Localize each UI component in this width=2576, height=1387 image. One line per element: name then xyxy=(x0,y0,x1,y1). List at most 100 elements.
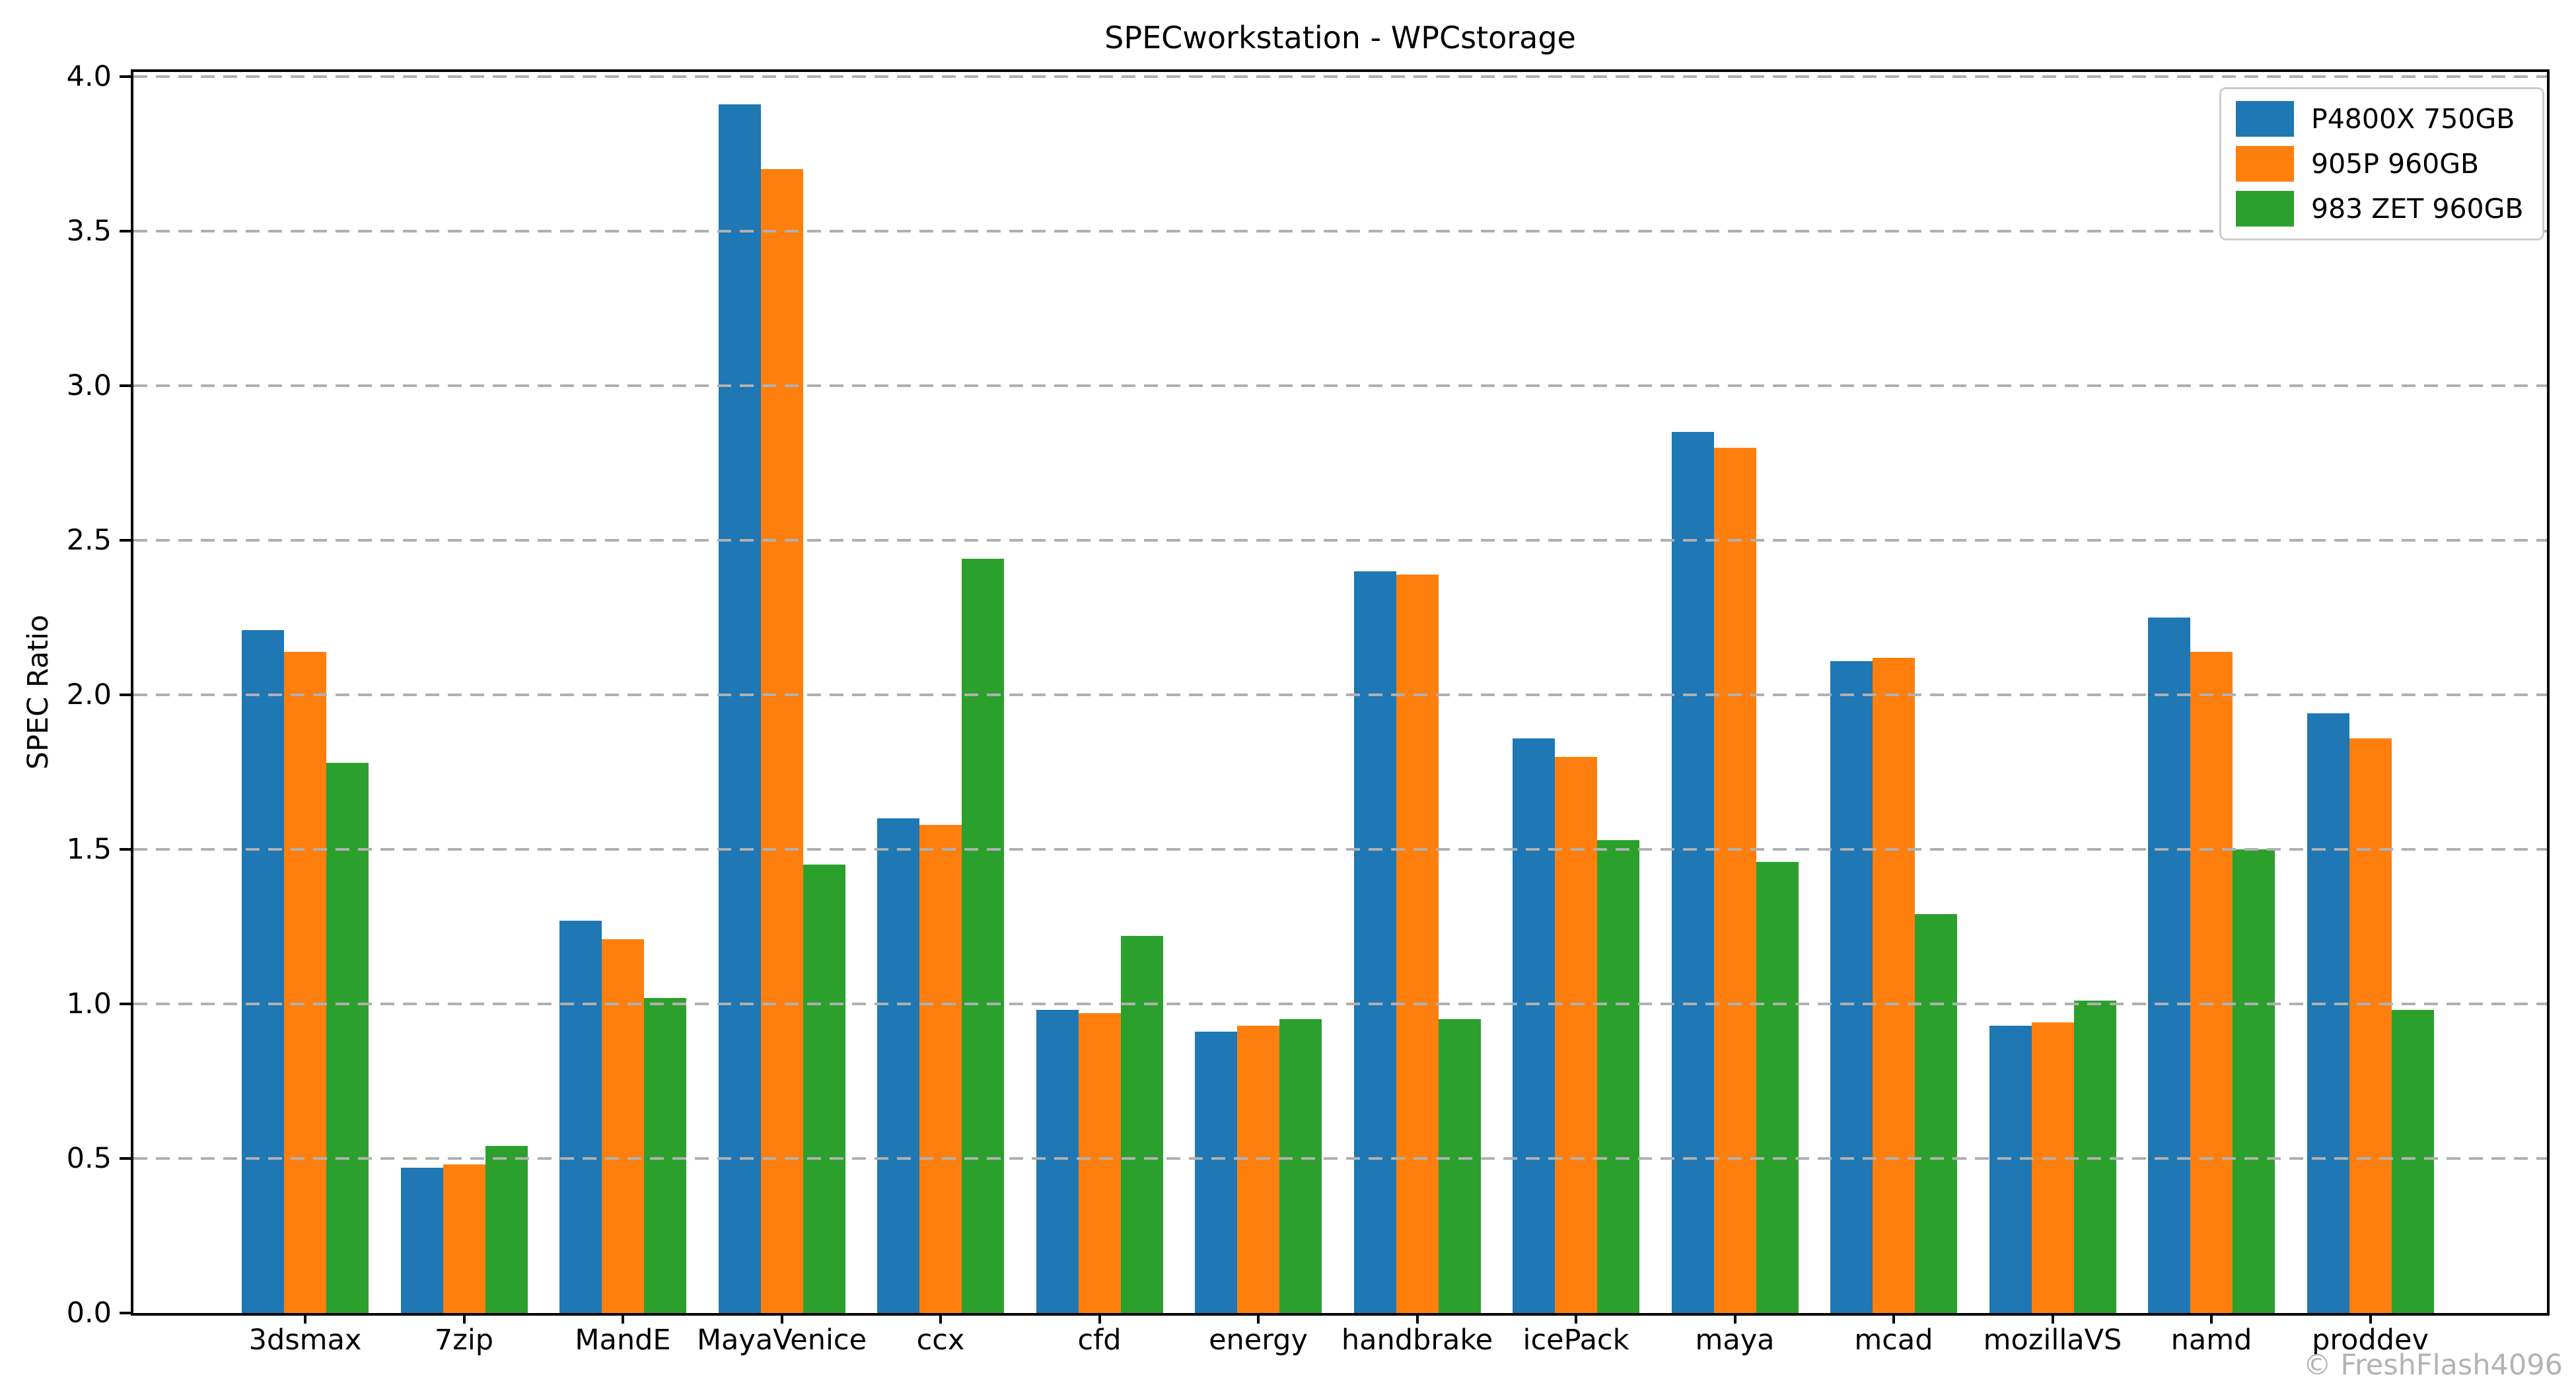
bar-983-zet-960gb-ccx xyxy=(962,559,1004,1313)
x-tick-7zip xyxy=(462,1313,466,1324)
y-tick-0.5 xyxy=(120,1157,131,1160)
bar-905p-960gb-energy xyxy=(1237,1025,1279,1313)
x-tick-label-maya: maya xyxy=(1695,1324,1775,1357)
x-tick-label-proddev: proddev xyxy=(2312,1324,2429,1357)
x-tick-label-mcad: mcad xyxy=(1854,1324,1933,1357)
bar-p4800x-750gb-namd xyxy=(2148,618,2190,1313)
bar-p4800x-750gb-energy xyxy=(1195,1032,1237,1313)
x-tick-mozillavs xyxy=(2051,1313,2054,1324)
y-tick-label-1.5: 1.5 xyxy=(66,833,112,866)
bar-905p-960gb-icepack xyxy=(1555,756,1597,1313)
bar-983-zet-960gb-maya xyxy=(1756,861,1799,1313)
x-tick-label-7zip: 7zip xyxy=(434,1324,494,1357)
bar-983-zet-960gb-proddev xyxy=(2391,1010,2434,1313)
y-tick-0.0 xyxy=(120,1312,131,1314)
bar-p4800x-750gb-mozillavs xyxy=(1989,1025,2032,1313)
x-tick-cfd xyxy=(1098,1313,1101,1324)
legend-item: 905P 960GB xyxy=(2236,146,2524,182)
x-tick-mande xyxy=(622,1313,624,1324)
legend-swatch xyxy=(2236,101,2294,137)
x-tick-icepack xyxy=(1575,1313,1577,1324)
bar-983-zet-960gb-handbrake xyxy=(1438,1019,1481,1313)
bar-905p-960gb-7zip xyxy=(443,1164,485,1313)
x-tick-label-mozillavs: mozillaVS xyxy=(1983,1324,2122,1357)
bar-p4800x-750gb-3dsmax xyxy=(242,629,284,1313)
bar-905p-960gb-3dsmax xyxy=(284,651,326,1313)
x-tick-label-mayavenice: MayaVenice xyxy=(696,1324,867,1357)
watermark: © FreshFlash4096 xyxy=(2303,1349,2563,1382)
y-tick-label-0.0: 0.0 xyxy=(66,1297,112,1330)
x-tick-maya xyxy=(1733,1313,1736,1324)
x-tick-label-3dsmax: 3dsmax xyxy=(248,1324,362,1357)
legend-item: P4800X 750GB xyxy=(2236,101,2524,137)
x-tick-proddev xyxy=(2369,1313,2372,1324)
bar-p4800x-750gb-7zip xyxy=(400,1168,443,1313)
gridline-2.0 xyxy=(133,694,2547,696)
x-tick-label-namd: namd xyxy=(2170,1324,2252,1357)
gridline-1.5 xyxy=(133,848,2547,851)
bar-905p-960gb-ccx xyxy=(919,824,962,1313)
bar-983-zet-960gb-namd xyxy=(2233,849,2275,1313)
gridline-2.5 xyxy=(133,539,2547,542)
legend-item: 983 ZET 960GB xyxy=(2236,191,2524,227)
x-tick-label-cfd: cfd xyxy=(1077,1324,1122,1357)
bar-983-zet-960gb-mande xyxy=(644,997,686,1313)
bar-p4800x-750gb-maya xyxy=(1671,432,1714,1313)
bar-983-zet-960gb-mcad xyxy=(1915,914,1957,1313)
y-tick-2.5 xyxy=(120,539,131,542)
legend-label: P4800X 750GB xyxy=(2311,103,2515,135)
bar-p4800x-750gb-icepack xyxy=(1513,738,1555,1313)
x-tick-namd xyxy=(2210,1313,2213,1324)
gridline-0.5 xyxy=(133,1157,2547,1160)
legend: P4800X 750GB 905P 960GB 983 ZET 960GB xyxy=(2219,87,2544,240)
bar-905p-960gb-proddev xyxy=(2349,738,2392,1313)
bar-905p-960gb-mcad xyxy=(1873,657,1915,1313)
x-tick-energy xyxy=(1257,1313,1260,1324)
y-tick-label-3.5: 3.5 xyxy=(66,215,112,248)
bar-p4800x-750gb-ccx xyxy=(877,818,919,1313)
x-tick-label-handbrake: handbrake xyxy=(1341,1324,1493,1357)
x-tick-mayavenice xyxy=(780,1313,783,1324)
bar-p4800x-750gb-mayavenice xyxy=(718,104,761,1313)
gridline-1.0 xyxy=(133,1003,2547,1005)
bar-983-zet-960gb-7zip xyxy=(485,1146,528,1313)
gridline-3.0 xyxy=(133,384,2547,387)
bar-905p-960gb-cfd xyxy=(1078,1013,1121,1313)
bar-983-zet-960gb-icepack xyxy=(1597,839,1639,1313)
legend-swatch xyxy=(2236,146,2294,182)
legend-label: 983 ZET 960GB xyxy=(2311,193,2524,225)
y-tick-label-3.0: 3.0 xyxy=(66,369,112,402)
bar-983-zet-960gb-3dsmax xyxy=(326,762,369,1313)
legend-label: 905P 960GB xyxy=(2311,148,2480,180)
bar-983-zet-960gb-energy xyxy=(1279,1019,1322,1313)
gridline-4.0 xyxy=(133,75,2547,79)
bar-983-zet-960gb-cfd xyxy=(1120,936,1163,1313)
x-tick-ccx xyxy=(939,1313,942,1324)
x-tick-label-energy: energy xyxy=(1209,1324,1308,1357)
x-tick-handbrake xyxy=(1415,1313,1419,1324)
y-tick-1.0 xyxy=(120,1003,131,1005)
y-tick-3.5 xyxy=(120,230,131,233)
y-tick-label-0.5: 0.5 xyxy=(66,1142,112,1175)
plot-area xyxy=(131,69,2550,1316)
bar-p4800x-750gb-handbrake xyxy=(1353,571,1396,1313)
bar-905p-960gb-handbrake xyxy=(1396,574,1439,1313)
y-tick-label-4.0: 4.0 xyxy=(66,60,112,94)
bar-905p-960gb-maya xyxy=(1713,447,1756,1313)
bar-p4800x-750gb-mande xyxy=(559,920,602,1313)
bar-905p-960gb-mande xyxy=(602,939,644,1313)
y-tick-1.5 xyxy=(120,848,131,851)
legend-swatch xyxy=(2236,191,2294,227)
y-tick-3.0 xyxy=(120,384,131,387)
bar-905p-960gb-mayavenice xyxy=(760,169,803,1313)
y-tick-label-2.0: 2.0 xyxy=(66,678,112,711)
bar-983-zet-960gb-mayavenice xyxy=(803,865,845,1313)
x-tick-label-icepack: icePack xyxy=(1522,1324,1629,1357)
bar-905p-960gb-mozillavs xyxy=(2031,1022,2074,1313)
bar-905p-960gb-namd xyxy=(2190,651,2233,1313)
y-tick-label-2.5: 2.5 xyxy=(66,524,112,557)
x-tick-3dsmax xyxy=(304,1313,306,1324)
y-tick-4.0 xyxy=(120,75,131,79)
chart-title: SPECworkstation - WPCstorage xyxy=(1104,20,1576,55)
